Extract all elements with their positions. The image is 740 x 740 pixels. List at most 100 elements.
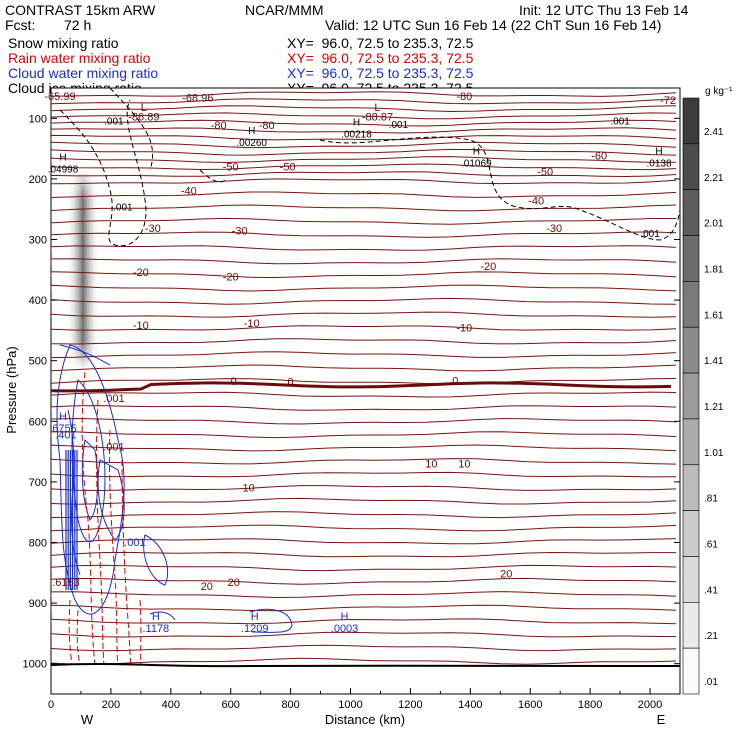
cloud-water-label: .401 bbox=[55, 429, 76, 441]
isotherm-line bbox=[51, 325, 677, 331]
isotherm-line bbox=[51, 134, 677, 141]
isotherm-line bbox=[51, 631, 677, 638]
isotherm-line bbox=[51, 338, 677, 345]
isotherm-line bbox=[51, 231, 677, 238]
colorbar-label: 1.61 bbox=[704, 310, 724, 321]
colorbar-label: 1.01 bbox=[704, 448, 724, 459]
temperature-contour-label: -68.96 bbox=[182, 92, 213, 104]
isotherm-line bbox=[51, 98, 677, 105]
high-marker: H bbox=[59, 411, 67, 423]
isotherm-line bbox=[51, 297, 677, 305]
zero-isotherm bbox=[51, 381, 672, 393]
cloud-water-contour bbox=[56, 344, 125, 615]
x-tick-label: 400 bbox=[162, 699, 180, 711]
isotherm-line bbox=[51, 591, 677, 599]
cloud-ice-contour bbox=[199, 169, 226, 183]
rain-water-contour bbox=[96, 399, 105, 666]
y-tick-label: 800 bbox=[29, 538, 47, 550]
x-tick-label: 2000 bbox=[638, 699, 662, 711]
isotherm-line bbox=[51, 485, 677, 492]
field-label-cloud-water: Cloud water mixing ratio bbox=[8, 65, 159, 81]
high-marker-value: .6755 bbox=[49, 423, 77, 435]
rain-water-contour bbox=[121, 459, 132, 666]
temperature-contour-label: -10 bbox=[456, 323, 472, 335]
colorbar-swatch bbox=[682, 97, 700, 145]
temperature-contour-label: -50 bbox=[223, 161, 239, 173]
isotherm-line bbox=[51, 156, 677, 164]
low-marker: L bbox=[374, 102, 380, 114]
temperature-contour-label: 0 bbox=[288, 377, 294, 389]
temperature-contour-label: 20 bbox=[201, 581, 213, 593]
colorbar-swatch bbox=[682, 418, 700, 466]
cloud-water-label: .001 bbox=[124, 537, 145, 549]
fcst-label: Fcst: bbox=[5, 17, 36, 33]
colorbar-label: .01 bbox=[704, 677, 718, 688]
colorbar-swatch bbox=[682, 235, 700, 282]
isotherm-line bbox=[51, 378, 677, 385]
cloud-water-contour bbox=[71, 379, 106, 543]
y-tick-label: 900 bbox=[29, 598, 47, 610]
colorbar-label: 2.21 bbox=[704, 173, 724, 184]
rain-water-contour bbox=[81, 371, 96, 666]
temperature-contour-label: -60 bbox=[591, 151, 607, 163]
high-marker: H bbox=[473, 146, 480, 157]
isotherm-line bbox=[51, 458, 677, 465]
high-marker: H bbox=[152, 611, 160, 623]
temperature-contour-label: -80 bbox=[211, 120, 227, 132]
isotherm-line bbox=[51, 119, 677, 127]
isotherm-line bbox=[51, 538, 677, 545]
org-title: NCAR/MMM bbox=[245, 2, 324, 18]
high-marker: H bbox=[655, 146, 662, 157]
high-marker: H bbox=[341, 611, 349, 623]
plot-frame bbox=[50, 87, 681, 695]
x-tick-label: 1400 bbox=[458, 699, 482, 711]
isotherm-line bbox=[51, 271, 677, 279]
colorbar-label: 1.21 bbox=[704, 402, 724, 413]
colorbar-swatch bbox=[682, 556, 700, 603]
colorbar-swatch bbox=[682, 143, 700, 190]
isotherm-line bbox=[51, 391, 677, 398]
x-tick-label: 1800 bbox=[578, 699, 602, 711]
cloud-water-contour bbox=[249, 608, 293, 633]
temperature-contour-label: -50 bbox=[280, 161, 296, 173]
isotherm-line bbox=[51, 245, 677, 251]
y-tick-label: 400 bbox=[29, 295, 47, 307]
x-tick-label: 200 bbox=[102, 699, 120, 711]
fcst-value: 72 h bbox=[64, 17, 92, 33]
isotherm-line bbox=[51, 204, 677, 212]
x-tick-label: 1200 bbox=[398, 699, 422, 711]
high-marker-value: .01069 bbox=[461, 158, 492, 169]
colorbar-label: 1.41 bbox=[704, 356, 724, 367]
colorbar-swatch bbox=[682, 464, 700, 511]
temperature-contour-label: -30 bbox=[145, 223, 161, 235]
isotherm-line bbox=[51, 618, 677, 625]
isotherm-line bbox=[51, 657, 677, 665]
cloud-ice-label: .001 bbox=[389, 120, 409, 131]
colorbar-swatch bbox=[682, 281, 700, 328]
isotherm-line bbox=[51, 405, 677, 411]
low-marker: L bbox=[141, 102, 147, 114]
cloud-water-contour bbox=[59, 344, 111, 366]
colorbar-label: 1.81 bbox=[704, 264, 724, 275]
isotherm-line bbox=[51, 351, 677, 359]
y-tick-label: 300 bbox=[29, 235, 47, 247]
rain-water-contour bbox=[108, 429, 119, 666]
field-label-snow: Snow mixing ratio bbox=[8, 35, 119, 51]
isotherm-line bbox=[51, 511, 677, 519]
temperature-contour-label: -50 bbox=[537, 166, 553, 178]
y-axis-label: Pressure (hPa) bbox=[4, 346, 19, 433]
cloud-ice-label: .001 bbox=[610, 116, 630, 127]
x-tick-label: 0 bbox=[48, 699, 54, 711]
rain-water-label: .6153 bbox=[52, 577, 80, 589]
temperature-contour-label: -30 bbox=[232, 226, 248, 238]
colorbar-label: 2.41 bbox=[704, 127, 724, 138]
y-tick-label: 200 bbox=[29, 174, 47, 186]
isotherm-line bbox=[51, 604, 677, 612]
cloud-water-contour bbox=[149, 611, 176, 621]
high-marker: H bbox=[248, 126, 255, 137]
isotherm-line bbox=[51, 431, 677, 439]
isotherm-line bbox=[51, 417, 677, 425]
isotherm-line bbox=[51, 524, 677, 532]
isotherm-line bbox=[51, 311, 677, 318]
